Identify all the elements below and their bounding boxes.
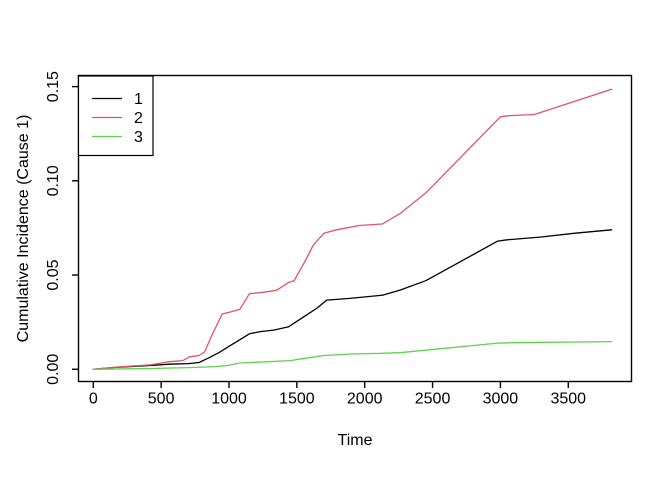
x-tick-label: 1500 bbox=[279, 391, 315, 408]
y-axis-title: Cumulative Incidence (Cause 1) bbox=[15, 115, 32, 343]
series-lines bbox=[92, 88, 613, 370]
x-tick-label: 500 bbox=[148, 391, 175, 408]
x-tick-label: 3000 bbox=[483, 391, 519, 408]
x-axis: 0 500 1000 1500 2000 2500 3000 3500 bbox=[89, 381, 586, 408]
series-line-2 bbox=[92, 88, 613, 370]
x-tick-label: 0 bbox=[89, 391, 98, 408]
y-tick-label: 0.00 bbox=[45, 354, 62, 385]
x-tick-label: 3500 bbox=[550, 391, 586, 408]
legend-entry-label: 3 bbox=[134, 129, 143, 146]
legend-entry-label: 1 bbox=[134, 91, 143, 108]
legend-entry-label: 2 bbox=[134, 110, 143, 127]
x-tick-label: 2000 bbox=[347, 391, 383, 408]
series-line-3 bbox=[92, 340, 613, 370]
x-axis-title: Time bbox=[338, 432, 373, 449]
y-tick-label: 0.15 bbox=[45, 71, 62, 102]
plot-box bbox=[77, 74, 633, 383]
x-tick-label: 2500 bbox=[415, 391, 451, 408]
legend: 1 2 3 bbox=[77, 75, 154, 157]
series-line-1 bbox=[92, 229, 613, 370]
legend-box bbox=[77, 75, 154, 157]
y-tick-label: 0.05 bbox=[45, 259, 62, 290]
y-axis: 0.00 0.05 0.10 0.15 bbox=[45, 71, 79, 385]
y-tick-label: 0.10 bbox=[45, 165, 62, 196]
x-tick-label: 1000 bbox=[211, 391, 247, 408]
